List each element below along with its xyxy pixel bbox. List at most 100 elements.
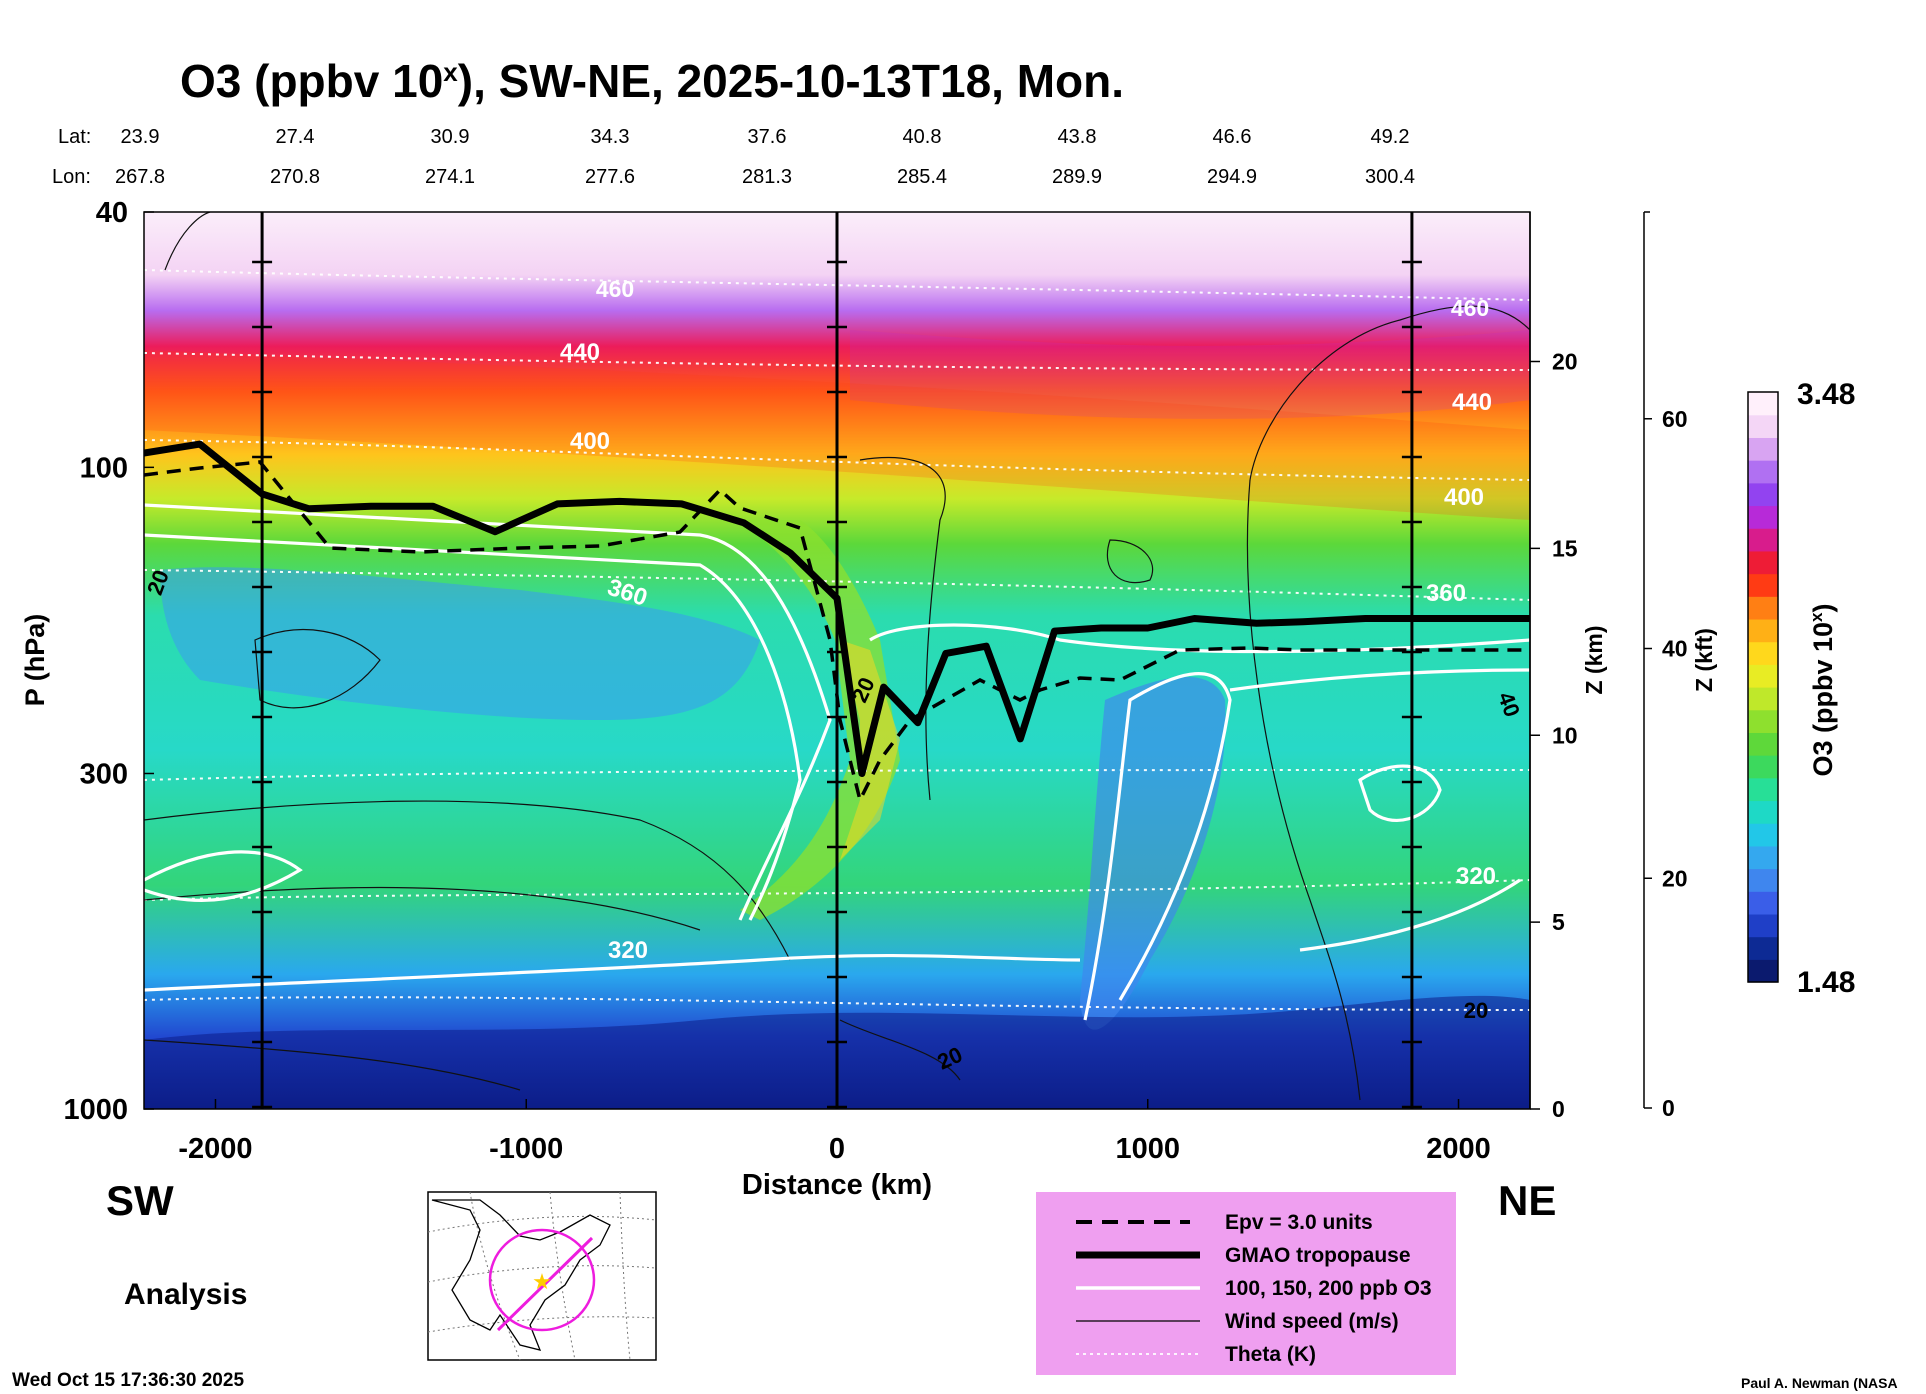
colorbar-segment [1748, 392, 1778, 416]
colorbar-segment [1748, 936, 1778, 960]
colorbar-segment [1748, 505, 1778, 529]
contour-label-460: 460 [596, 276, 634, 302]
legend-ozone-label: 100, 150, 200 ppb O3 [1225, 1277, 1432, 1300]
sw-label: SW [106, 1177, 174, 1224]
colorbar-segment [1748, 732, 1778, 756]
colorbar-segment [1748, 868, 1778, 892]
plot-area: 460 460 440 440 400 400 360 360 320 320 … [144, 212, 1530, 1109]
timestamp: Wed Oct 15 17:36:30 2025 [12, 1370, 244, 1391]
ozone-contour [869, 623, 1530, 654]
y-tick-label: 40 [96, 197, 128, 229]
colorbar-segment [1748, 913, 1778, 938]
y-tick-label: 100 [80, 452, 128, 484]
lat-value: 49.2 [1371, 126, 1410, 148]
contour-label-400-right: 400 [1444, 484, 1484, 511]
colorbar-segment [1748, 550, 1778, 575]
x-tick-label: 1000 [1116, 1133, 1181, 1165]
z-km-tick-label: 20 [1552, 349, 1578, 375]
wind-line [144, 1039, 521, 1091]
wind-line [144, 800, 791, 961]
wind-line [859, 456, 946, 801]
lat-value: 34.3 [591, 126, 630, 148]
colorbar-segment [1748, 618, 1778, 643]
contour-label-440: 440 [560, 339, 600, 366]
colorbar-segment [1748, 777, 1778, 802]
colorbar-segment [1748, 800, 1778, 824]
lon-value: 277.6 [585, 166, 635, 188]
legend-wind-label: Wind speed (m/s) [1225, 1310, 1399, 1333]
lon-value: 285.4 [897, 166, 947, 188]
colorbar-segment [1748, 709, 1778, 733]
lon-value: 267.8 [115, 166, 165, 188]
z-km-tick-label: 15 [1552, 535, 1578, 561]
ozone-contour [1358, 764, 1442, 822]
z-kft-axis: 0 20 40 60 [1643, 211, 1688, 1121]
contour-label-320: 320 [608, 937, 648, 964]
x-axis-label: Distance (km) [742, 1169, 932, 1201]
inset-coastline [431, 1199, 611, 1351]
credit: Paul A. Newman (NASA [1741, 1375, 1898, 1391]
colorbar-segment [1748, 823, 1778, 847]
lon-value: 281.3 [742, 166, 792, 188]
colorbar-segment [1748, 414, 1778, 438]
inset-center-star-icon: ★ [532, 1270, 552, 1295]
wind-line [144, 886, 701, 931]
colorbar-segment [1748, 573, 1778, 597]
lat-label: Lat: [58, 126, 91, 148]
blue-tongue-region [1080, 676, 1226, 1030]
contour-label-20-right: 20 [1464, 998, 1488, 1023]
lat-value: 43.8 [1058, 126, 1097, 148]
z-kft-tick-label: 40 [1662, 636, 1688, 662]
contour-label-400: 400 [570, 428, 610, 455]
x-tick-label: -2000 [178, 1133, 252, 1165]
contour-label-440-right: 440 [1452, 389, 1492, 416]
colorbar-segment [1748, 482, 1778, 507]
z-km-tick-label: 0 [1552, 1096, 1565, 1122]
x-tick-label: 2000 [1426, 1133, 1491, 1165]
lon-label: Lon: [52, 166, 91, 188]
ozone-contour [144, 850, 303, 902]
y-tick-label: 300 [80, 758, 128, 790]
ozone-contour [1229, 668, 1530, 692]
colorbar-segment [1748, 596, 1778, 620]
ozone-contour [1299, 878, 1521, 952]
y-axis-label: P (hPa) [20, 614, 50, 707]
z-kft-tick-label: 0 [1662, 1095, 1675, 1121]
colorbar-title: O3 (ppbv 10x) [1807, 603, 1838, 776]
lat-value: 23.9 [121, 126, 160, 148]
colorbar-segment [1748, 845, 1778, 870]
colorbar-min-label: 1.48 [1797, 966, 1855, 999]
contour-label-320-right: 320 [1456, 863, 1496, 890]
y-tick-label: 1000 [63, 1094, 128, 1126]
wind-line [839, 1019, 961, 1081]
colorbar-segment [1748, 959, 1778, 983]
inset-range-circle [488, 1228, 596, 1332]
lat-value: 40.8 [903, 126, 942, 148]
wind-line [1246, 479, 1361, 1101]
lat-value: 46.6 [1213, 126, 1252, 148]
lat-lon-header: Lat: Lon: 23.9 27.4 30.9 34.3 37.6 40.8 43.8 46… [52, 126, 1415, 188]
colorbar-segment [1748, 641, 1778, 665]
z-kft-tick-label: 20 [1662, 865, 1688, 891]
legend: Epv = 3.0 units GMAO tropopause 100, 150… [1036, 1192, 1456, 1375]
z-km-axis: 0 5 10 15 20 [1529, 212, 1578, 1122]
colorbar-segment [1748, 891, 1778, 915]
purple-band [850, 330, 1530, 419]
inset-section-line [496, 1236, 594, 1332]
analysis-label: Analysis [124, 1278, 247, 1311]
wind-line [1249, 305, 1530, 481]
z-kft-axis-label: Z (kft) [1691, 628, 1717, 692]
wind-line [1106, 539, 1154, 584]
left-blue-region [160, 567, 760, 720]
contour-label-460-right: 460 [1451, 295, 1489, 321]
colorbar-frame [1747, 391, 1779, 983]
x-axis: -2000 -1000 0 1000 2000 [178, 1099, 1491, 1165]
lon-value: 274.1 [425, 166, 475, 188]
x-tick-label: -1000 [489, 1133, 563, 1165]
epv-line [144, 460, 1530, 806]
colorbar-segment [1748, 460, 1778, 484]
legend-theta-label: Theta (K) [1225, 1343, 1316, 1366]
ozone-contours [144, 503, 1530, 1021]
colorbar-segment [1748, 664, 1778, 688]
